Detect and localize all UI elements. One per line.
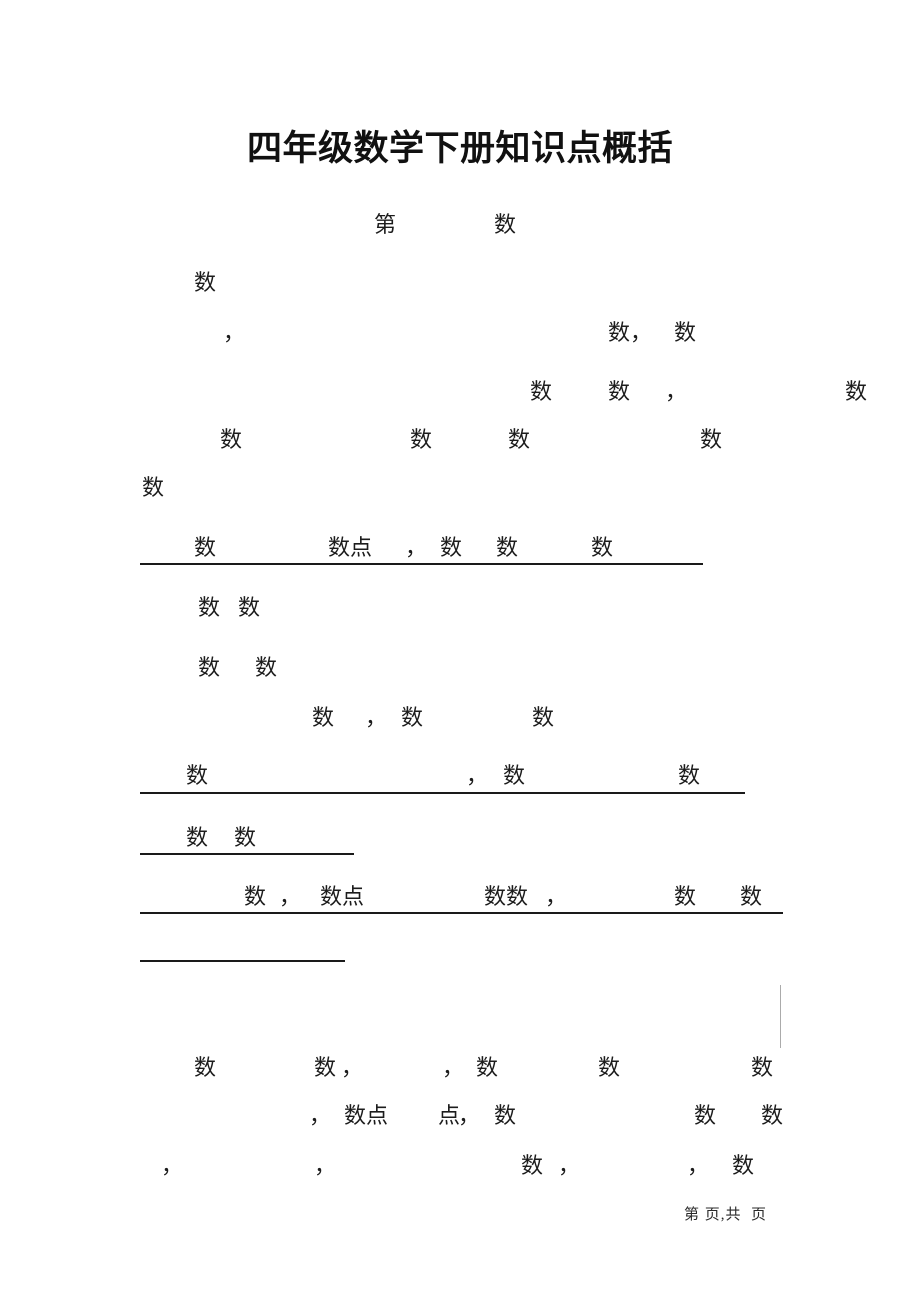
text-token: 数 xyxy=(142,475,165,500)
text-token: 数 xyxy=(194,270,217,295)
text-token: 数 xyxy=(674,320,697,345)
text-token: 数 xyxy=(194,535,217,560)
text-token: ， xyxy=(458,1103,481,1128)
text-token: ， xyxy=(558,1153,581,1178)
text-token: 数 xyxy=(740,884,763,909)
text-token: ， xyxy=(365,705,388,730)
text-token: ， xyxy=(466,763,489,788)
text-token: 数 xyxy=(591,535,614,560)
text-token: ， xyxy=(314,1153,337,1178)
text-token: 数 xyxy=(761,1103,784,1128)
cursor-line xyxy=(780,985,781,1048)
text-token: ， xyxy=(161,1153,184,1178)
text-token: 第 xyxy=(374,212,397,237)
text-token: 数 xyxy=(440,535,463,560)
text-token: 数 xyxy=(401,705,424,730)
text-token: 数 xyxy=(186,763,209,788)
text-token: ， xyxy=(279,884,302,909)
underline-rule xyxy=(140,853,354,855)
page-title: 四年级数学下册知识点概括 xyxy=(246,129,673,168)
underline-rule xyxy=(140,792,745,794)
text-token: 数 xyxy=(494,212,517,237)
text-token: 数 xyxy=(476,1055,499,1080)
text-token: 数 xyxy=(312,705,335,730)
text-token: 数 xyxy=(496,535,519,560)
text-token: 数 xyxy=(503,763,526,788)
text-token: 数 xyxy=(198,655,221,680)
underline-rule xyxy=(140,960,345,962)
text-token: ， xyxy=(545,884,568,909)
text-token: 数 xyxy=(234,825,257,850)
text-token: 数 xyxy=(220,427,243,452)
text-token: 数 xyxy=(751,1055,774,1080)
text-token: 数 xyxy=(674,884,697,909)
text-token: ， xyxy=(687,1153,710,1178)
text-token: 数 xyxy=(530,379,553,404)
page-number-footer: 第 页,共 页 xyxy=(684,1207,768,1223)
text-token: 数 xyxy=(314,1055,337,1080)
text-token: 数点 xyxy=(328,535,373,560)
underline-rule xyxy=(140,563,703,565)
text-token: ， xyxy=(442,1055,465,1080)
text-token: 数 xyxy=(508,427,531,452)
text-token: 数 xyxy=(694,1103,717,1128)
text-token: 数 xyxy=(198,595,221,620)
text-token: ， xyxy=(341,1055,364,1080)
text-token: 数 xyxy=(410,427,433,452)
underline-rule xyxy=(140,912,783,914)
text-token: ， xyxy=(665,379,688,404)
text-token: 数数 xyxy=(484,884,529,909)
text-token: 数 xyxy=(598,1055,621,1080)
text-token: 数 xyxy=(494,1103,517,1128)
text-token: ， xyxy=(223,320,246,345)
text-token: 数 xyxy=(255,655,278,680)
text-token: 数点 xyxy=(320,884,365,909)
text-token: 数 xyxy=(521,1153,544,1178)
text-token: ， xyxy=(309,1103,332,1128)
text-token: 数 xyxy=(608,379,631,404)
text-token: 数 xyxy=(186,825,209,850)
text-token: 数 xyxy=(532,705,555,730)
text-token: 数 xyxy=(244,884,267,909)
text-token: 数 xyxy=(678,763,701,788)
text-token: ， xyxy=(405,535,428,560)
text-token: 数 xyxy=(845,379,868,404)
text-token: 数， xyxy=(608,320,653,345)
text-token: 数 xyxy=(732,1153,755,1178)
text-token: 数 xyxy=(238,595,261,620)
text-token: 数点 xyxy=(344,1103,389,1128)
text-token: 数 xyxy=(700,427,723,452)
text-token: 数 xyxy=(194,1055,217,1080)
text-token: 点 xyxy=(438,1103,461,1128)
